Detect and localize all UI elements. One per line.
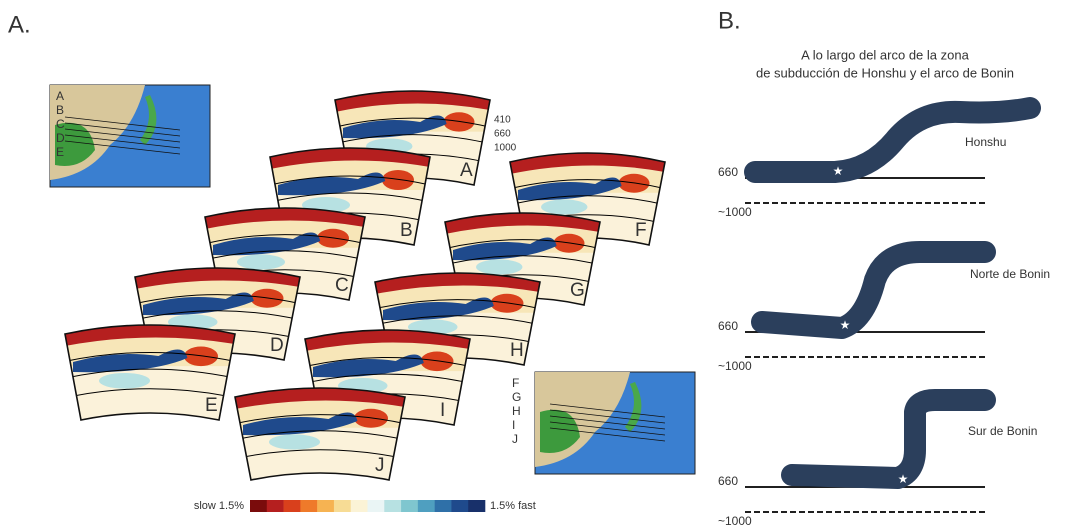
colorbar-cell bbox=[435, 500, 452, 512]
panel-title: de subducción de Honshu y el arco de Bon… bbox=[756, 65, 1014, 80]
depth-label: ~1000 bbox=[718, 514, 752, 527]
colorbar-cell bbox=[384, 500, 401, 512]
colorbar-cell bbox=[300, 500, 317, 512]
section-label: A bbox=[460, 160, 473, 181]
colorbar-cell bbox=[334, 500, 351, 512]
fast-anomaly bbox=[237, 254, 285, 269]
colorbar-cell bbox=[401, 500, 418, 512]
colorbar-cell bbox=[368, 500, 385, 512]
colorbar-cell bbox=[351, 500, 368, 512]
section-label: B bbox=[400, 220, 413, 241]
page: {"panel_a": {"label": "A.", "sections": … bbox=[0, 0, 1068, 527]
profile-name: Honshu bbox=[965, 135, 1006, 149]
slow-anomaly bbox=[184, 347, 218, 367]
section-label: G bbox=[570, 280, 585, 301]
section-label: E bbox=[205, 395, 218, 416]
fast-anomaly bbox=[269, 434, 320, 449]
panel-label: B. bbox=[718, 7, 741, 34]
map-label: A bbox=[56, 89, 64, 103]
map-label: D bbox=[56, 131, 65, 145]
depth-label: 410 bbox=[494, 115, 511, 126]
map-label: H bbox=[512, 404, 521, 418]
star: ★ bbox=[833, 164, 844, 178]
colorbar-label: slow 1.5% bbox=[194, 500, 244, 512]
map-label: C bbox=[56, 117, 65, 131]
section-label: D bbox=[270, 335, 284, 356]
star: ★ bbox=[898, 472, 909, 486]
star: ★ bbox=[840, 318, 851, 332]
map-label: E bbox=[56, 145, 64, 159]
depth-label: 660 bbox=[718, 319, 738, 333]
section-label: J bbox=[375, 455, 385, 476]
depth-label: ~1000 bbox=[718, 205, 752, 219]
section-label: C bbox=[335, 275, 349, 296]
section-label: F bbox=[635, 220, 647, 241]
depth-label: 660 bbox=[494, 129, 511, 140]
slow-anomaly bbox=[382, 170, 414, 190]
slab bbox=[792, 400, 985, 478]
fast-anomaly bbox=[541, 199, 588, 214]
fast-anomaly bbox=[99, 373, 150, 389]
slow-anomaly bbox=[421, 352, 454, 372]
profile-name: Sur de Bonin bbox=[968, 424, 1037, 438]
colorbar-label: 1.5% fast bbox=[490, 500, 536, 512]
depth-label: 660 bbox=[718, 474, 738, 488]
slab bbox=[762, 252, 985, 328]
figure: A. B. A lo largo del arco de la zona de … bbox=[0, 0, 1068, 527]
map-label: F bbox=[512, 376, 519, 390]
colorbar-cell bbox=[267, 500, 284, 512]
colorbar-cell bbox=[418, 500, 435, 512]
map-label: I bbox=[512, 418, 515, 432]
depth-label: 1000 bbox=[494, 143, 517, 154]
colorbar-cell bbox=[250, 500, 267, 512]
colorbar-cell bbox=[468, 500, 485, 512]
panel-label: A. bbox=[8, 11, 31, 38]
depth-label: 660 bbox=[718, 165, 738, 179]
section-label: I bbox=[440, 400, 445, 421]
profile-name: Norte de Bonin bbox=[970, 267, 1050, 281]
map-label: J bbox=[512, 432, 518, 446]
depth-label: ~1000 bbox=[718, 359, 752, 373]
map-label: B bbox=[56, 103, 64, 117]
slow-anomaly bbox=[444, 112, 475, 131]
panel-title: A lo largo del arco de la zona bbox=[801, 47, 969, 62]
colorbar-cell bbox=[284, 500, 301, 512]
map-label: G bbox=[512, 390, 521, 404]
section-label: H bbox=[510, 340, 524, 361]
colorbar-cell bbox=[451, 500, 468, 512]
fast-anomaly bbox=[476, 259, 523, 274]
colorbar-cell bbox=[317, 500, 334, 512]
